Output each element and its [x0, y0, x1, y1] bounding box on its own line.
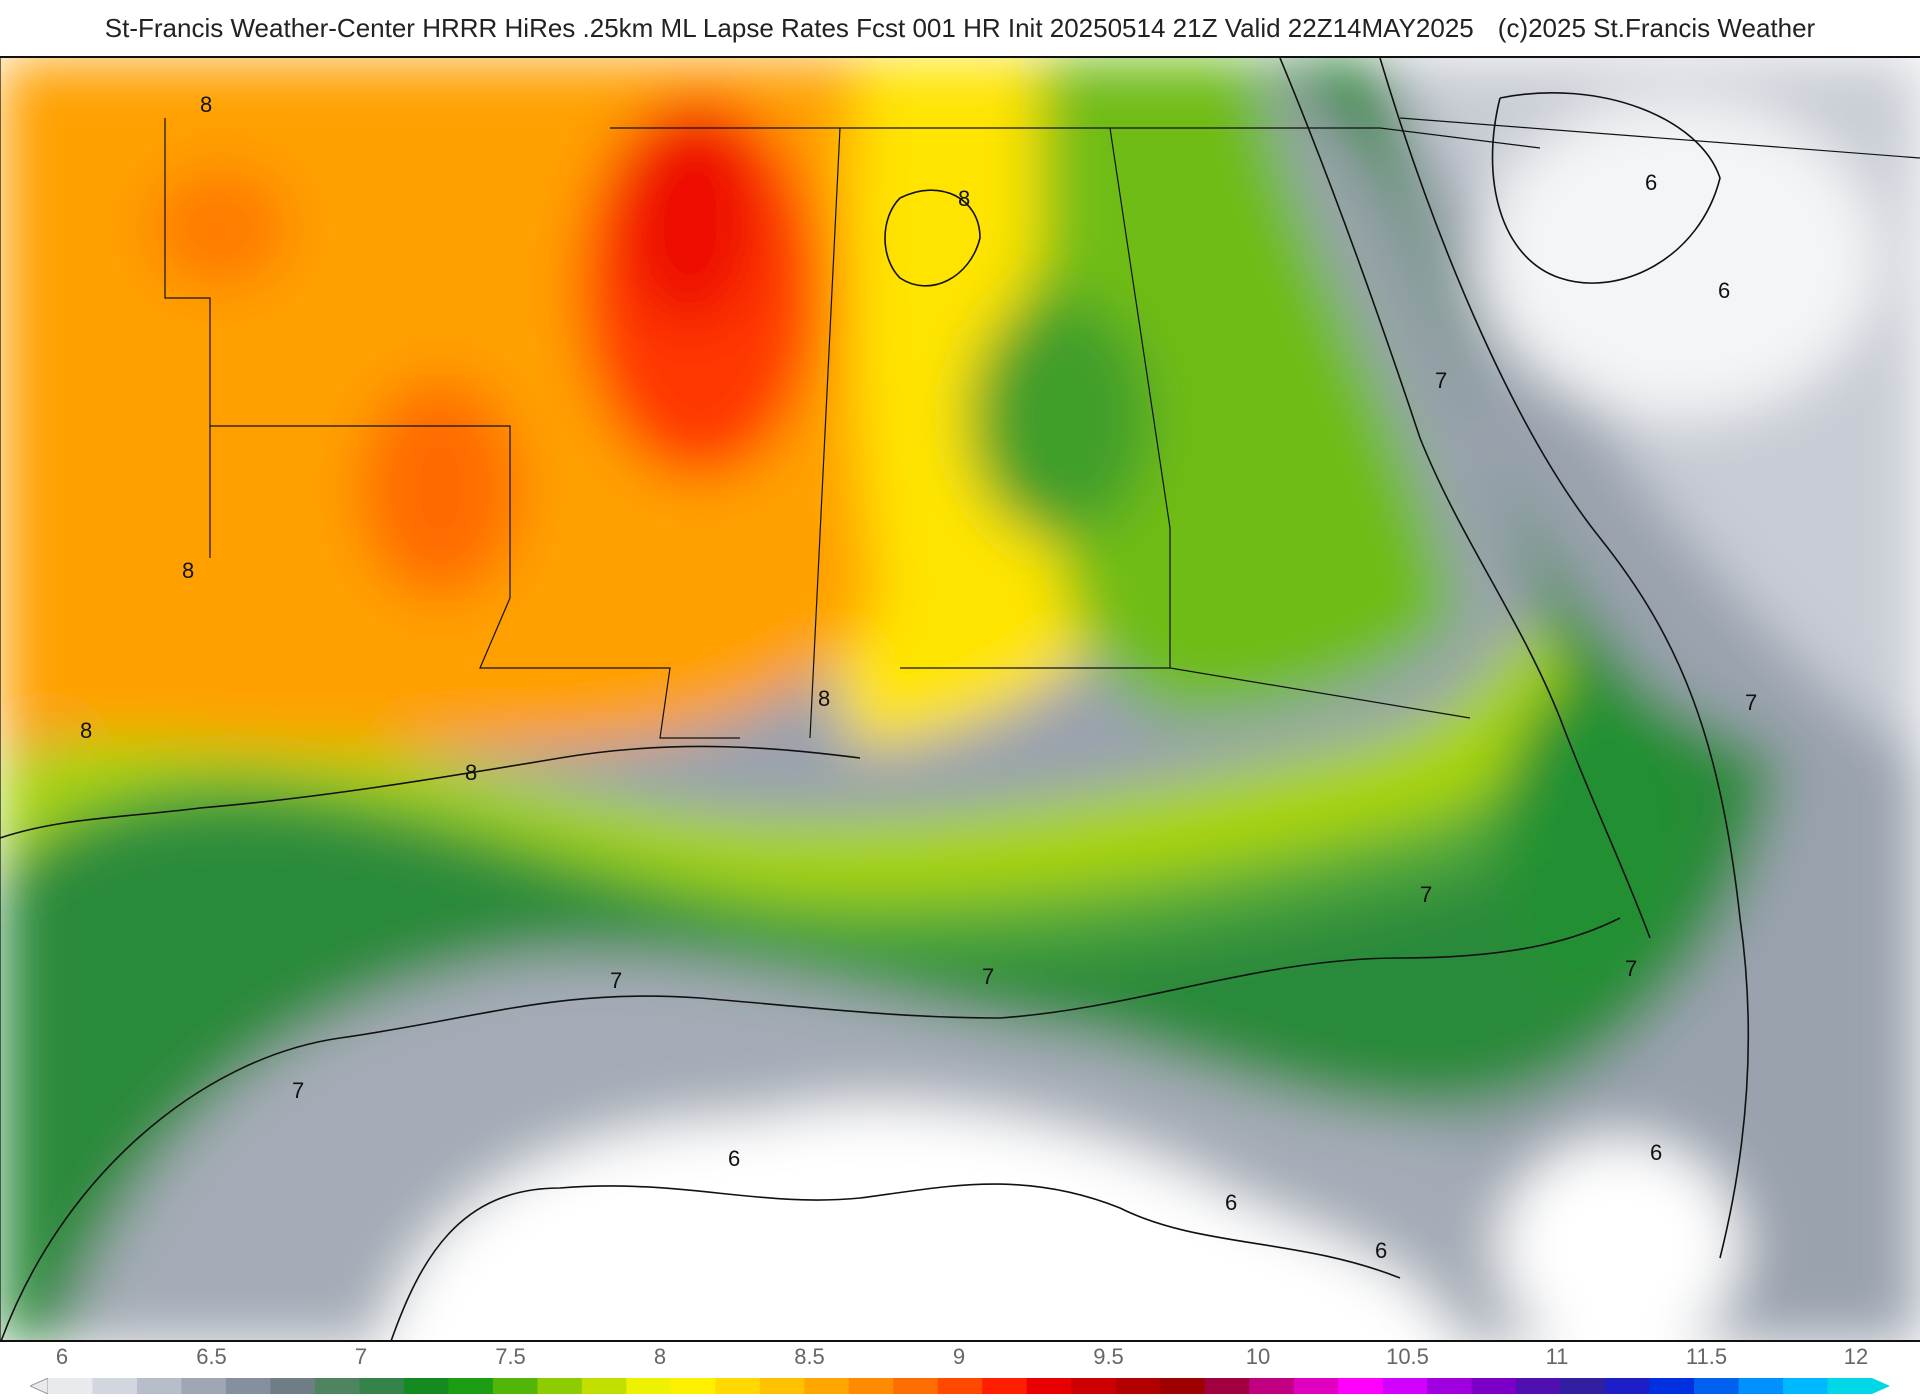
contour-label: 7 — [1745, 690, 1757, 715]
legend-swatch — [314, 1378, 360, 1394]
legend-swatch — [1738, 1378, 1784, 1394]
legend-swatch — [1471, 1378, 1517, 1394]
legend-swatch — [848, 1378, 894, 1394]
legend-tick-labels: 6 6.5 7 7.5 8 8.5 9 9.5 10 10.5 11 11.5 12 — [0, 1344, 1920, 1374]
map-panel[interactable]: 8 8 8 8 8 8 7 7 7 7 7 7 7 6 6 6 6 6 6 — [0, 56, 1920, 1342]
legend-tick-label: 6.5 — [196, 1344, 227, 1369]
contour-7-gulf — [0, 917, 1621, 1340]
contour-label: 7 — [1435, 368, 1447, 393]
legend-swatch — [893, 1378, 939, 1394]
legend-swatch — [1560, 1378, 1606, 1394]
legend-swatch — [537, 1378, 583, 1394]
legend-tick-label: 11.5 — [1685, 1344, 1728, 1369]
contour-label: 6 — [1375, 1238, 1387, 1263]
contour-6-gulf — [390, 1183, 1401, 1340]
legend-swatch — [1293, 1378, 1339, 1394]
contour-label: 7 — [982, 964, 994, 989]
legend-swatch — [403, 1378, 449, 1394]
legend-swatch — [937, 1378, 983, 1394]
legend-swatch — [1516, 1378, 1562, 1394]
legend-swatch — [581, 1378, 627, 1394]
legend-swatch — [359, 1378, 405, 1394]
contour-label: 8 — [958, 186, 970, 211]
legend-swatch — [804, 1378, 850, 1394]
contour-label: 7 — [292, 1078, 304, 1103]
contour-7-east — [1279, 58, 1651, 939]
contour-label: 8 — [818, 686, 830, 711]
legend-swatch — [626, 1378, 672, 1394]
legend-tick-label: 7 — [354, 1344, 368, 1369]
legend-min-arrow — [30, 1378, 49, 1394]
legend-swatch — [1827, 1378, 1873, 1394]
legend-swatch — [670, 1378, 716, 1394]
legend-swatch — [715, 1378, 761, 1394]
lapse-rate-map[interactable]: 8 8 8 8 8 8 7 7 7 7 7 7 7 6 6 6 6 6 6 — [0, 58, 1920, 1342]
legend-tick-label: 9 — [952, 1344, 966, 1369]
legend-tick-label: 10 — [1245, 1344, 1271, 1369]
legend-swatch — [982, 1378, 1028, 1394]
legend-swatch — [1427, 1378, 1473, 1394]
legend-tick-label: 11 — [1545, 1344, 1569, 1369]
legend-tick-label: 12 — [1843, 1344, 1869, 1369]
legend-tick-label: 6 — [55, 1344, 69, 1369]
legend-swatch — [1783, 1378, 1829, 1394]
legend-tick-label: 9.5 — [1093, 1344, 1124, 1369]
legend-swatch — [1338, 1378, 1384, 1394]
legend-swatch — [1694, 1378, 1740, 1394]
contour-6-carolinas — [1491, 91, 1721, 284]
legend-tick-label: 8 — [653, 1344, 667, 1369]
legend-tick-label: 10.5 — [1386, 1344, 1429, 1369]
contour-label: 7 — [1625, 956, 1637, 981]
lapse-rate-shading — [0, 58, 1920, 1340]
legend-color-bar — [30, 1378, 1890, 1394]
legend-swatch — [1649, 1378, 1695, 1394]
contour-label: 7 — [1420, 882, 1432, 907]
state-borders — [0, 58, 1920, 1340]
legend-swatch — [1204, 1378, 1250, 1394]
legend-tick-label: 7.5 — [495, 1344, 526, 1369]
legend-swatch — [492, 1378, 538, 1394]
legend-swatch — [448, 1378, 494, 1394]
legend-swatch — [270, 1378, 316, 1394]
legend-swatch — [225, 1378, 271, 1394]
contour-labels: 8 8 8 8 8 8 7 7 7 7 7 7 7 6 6 6 6 6 6 — [80, 92, 1757, 1263]
contour-label: 8 — [200, 92, 212, 117]
contour-label: 6 — [1650, 1140, 1662, 1165]
contour-8-coast — [0, 745, 861, 839]
contour-lines — [0, 58, 1750, 1340]
contour-label: 7 — [610, 968, 622, 993]
contour-label: 8 — [80, 718, 92, 743]
legend-swatch — [136, 1378, 182, 1394]
copyright-notice: (c)2025 St.Francis Weather — [1497, 12, 1816, 43]
contour-label: 8 — [182, 558, 194, 583]
legend-swatch — [181, 1378, 227, 1394]
map-title: St-Francis Weather-Center HRRR HiRes .25… — [104, 12, 1474, 43]
contour-label: 6 — [1718, 278, 1730, 303]
legend-swatch — [1382, 1378, 1428, 1394]
legend-swatch — [92, 1378, 138, 1394]
legend-swatch — [759, 1378, 805, 1394]
legend-swatch — [1026, 1378, 1072, 1394]
legend-swatch — [1071, 1378, 1117, 1394]
legend-max-arrow — [1872, 1378, 1890, 1394]
contour-label: 6 — [1645, 170, 1657, 195]
contour-label: 6 — [728, 1146, 740, 1171]
legend-swatch — [1605, 1378, 1651, 1394]
contour-label: 8 — [465, 760, 477, 785]
title-bar: St-Francis Weather-Center HRRR HiRes .25… — [0, 0, 1920, 56]
contour-8-tennessee — [884, 189, 981, 287]
color-legend: 6 6.5 7 7.5 8 8.5 9 9.5 10 10.5 11 11.5 12 — [0, 1342, 1920, 1400]
legend-tick-label: 8.5 — [794, 1344, 825, 1369]
legend-swatch — [48, 1378, 93, 1394]
legend-swatch — [1249, 1378, 1295, 1394]
contour-label: 6 — [1225, 1190, 1237, 1215]
contour-6-atlantic — [1379, 58, 1750, 1259]
legend-swatch — [1115, 1378, 1161, 1394]
legend-swatch — [1160, 1378, 1206, 1394]
